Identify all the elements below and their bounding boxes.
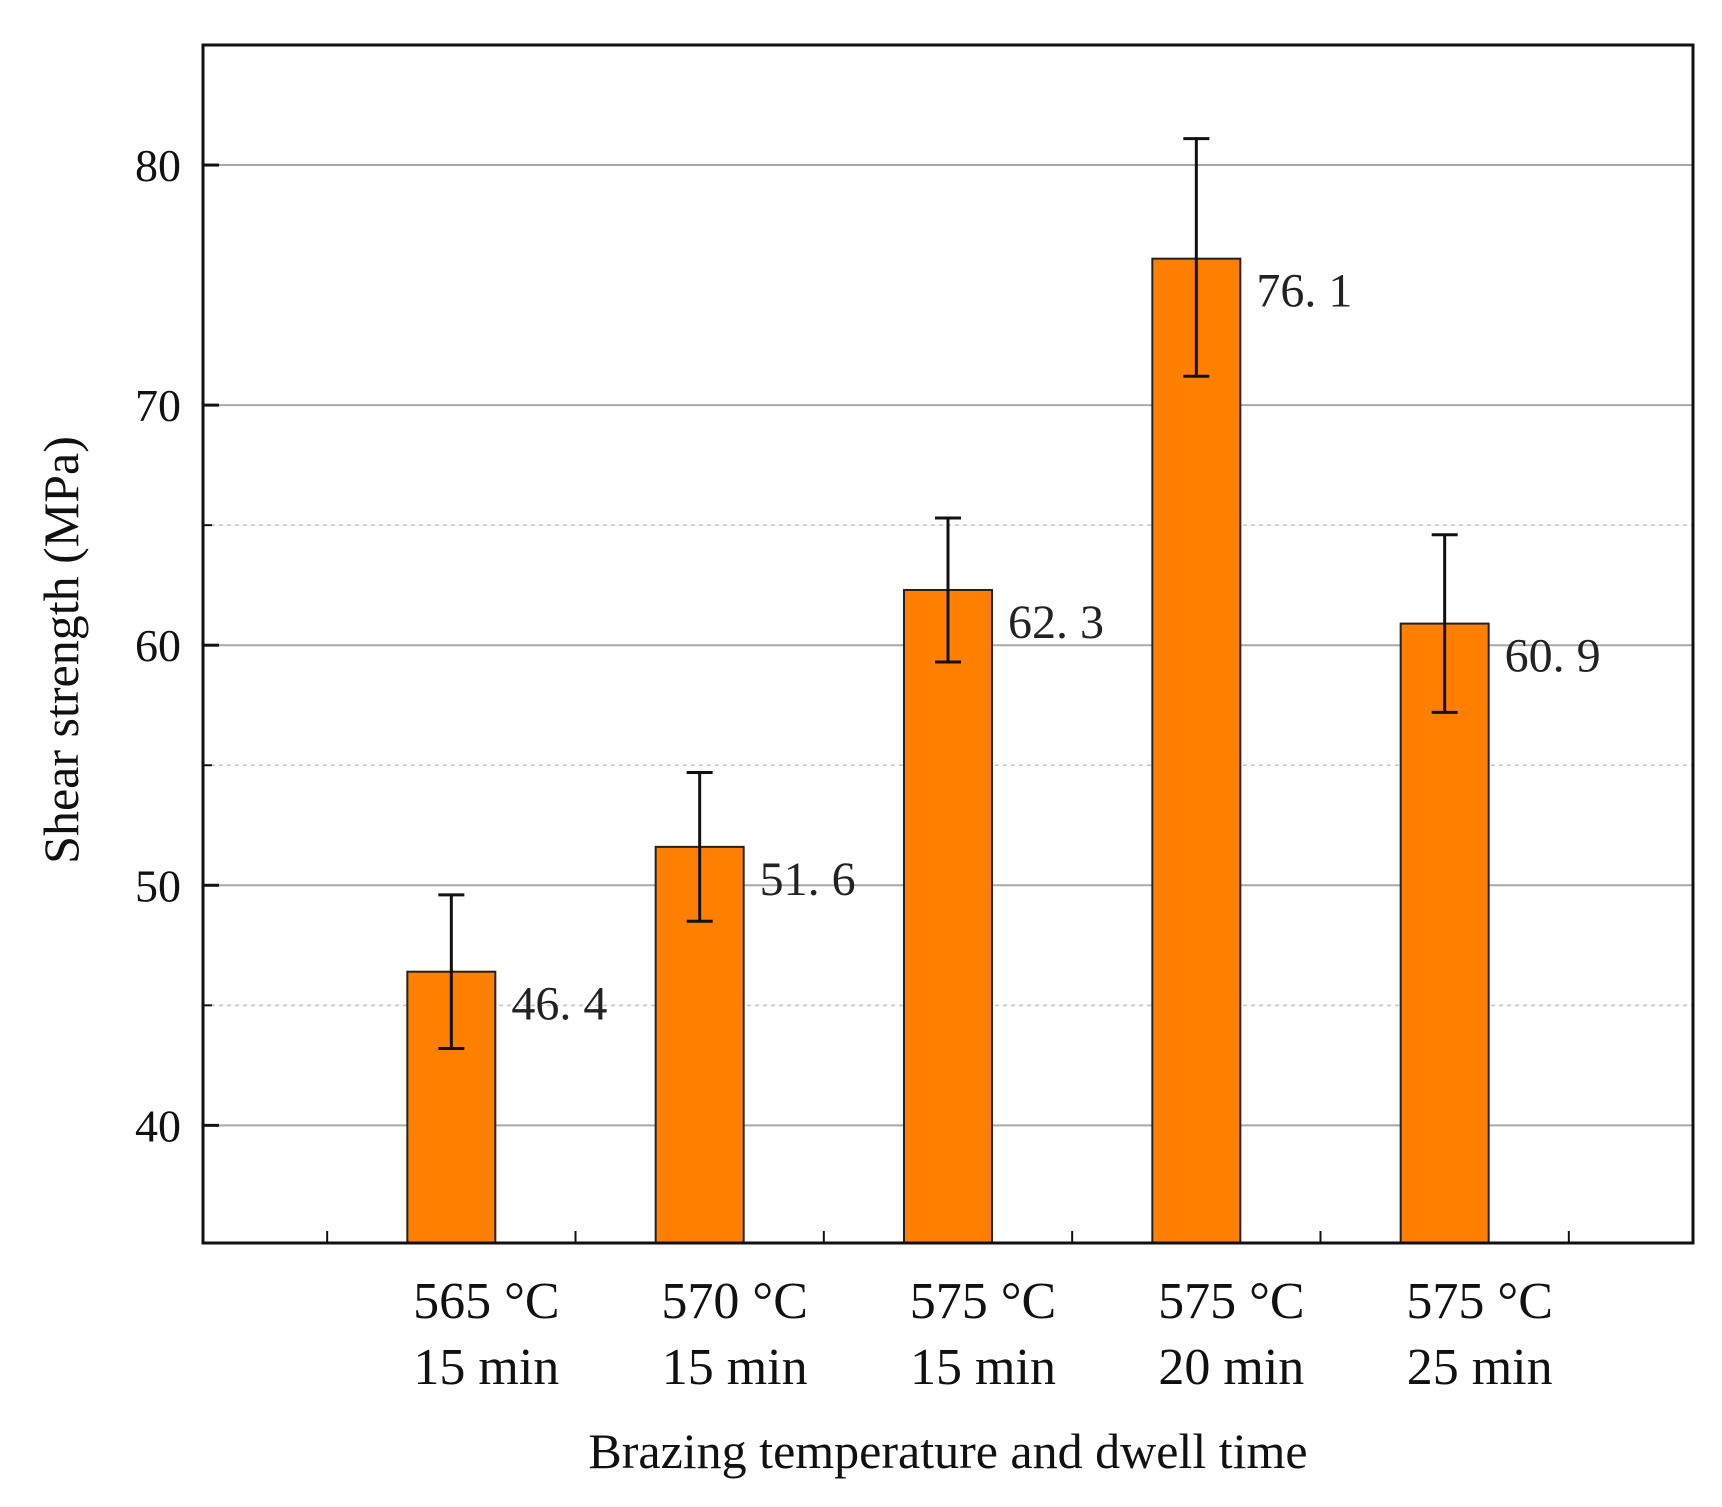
value-label: 46. 4 <box>511 978 607 1031</box>
x-category-label: 575 °C <box>1406 1273 1552 1330</box>
x-category-label: 25 min <box>1407 1339 1553 1396</box>
y-tick-label: 80 <box>135 140 181 191</box>
y-tick-label: 70 <box>135 380 181 431</box>
y-tick-label: 50 <box>135 860 181 911</box>
x-category-label: 575 °C <box>1158 1273 1304 1330</box>
x-category-label: 575 °C <box>910 1273 1056 1330</box>
y-tick-labels: 40 50 60 70 80 <box>135 140 181 1151</box>
x-category-label: 15 min <box>662 1339 808 1396</box>
axis-ticks <box>203 163 1570 1243</box>
y-tick-label: 40 <box>135 1100 181 1151</box>
value-label: 60. 9 <box>1505 630 1601 683</box>
x-category-label: 565 °C <box>413 1273 559 1330</box>
x-category-label: 15 min <box>413 1339 559 1396</box>
bars <box>406 257 1490 1245</box>
x-axis-title: Brazing temperature and dwell time <box>588 1423 1307 1479</box>
x-category-label: 20 min <box>1158 1339 1304 1396</box>
x-category-labels: 565 °C 15 min 570 °C 15 min 575 °C 15 min 575 … <box>413 1273 1553 1396</box>
x-category-label: 570 °C <box>661 1273 807 1330</box>
y-axis-title: Shear strength (MPa) <box>33 436 89 864</box>
data-labels: 46. 4 51. 6 62. 3 76. 1 60. 9 <box>511 265 1600 1031</box>
x-category-label: 15 min <box>910 1339 1056 1396</box>
y-tick-label: 60 <box>135 620 181 671</box>
bar <box>1399 622 1490 1244</box>
value-label: 62. 3 <box>1008 596 1104 649</box>
error-bars <box>438 137 1458 1051</box>
bar <box>903 588 993 1244</box>
value-label: 76. 1 <box>1256 265 1352 318</box>
bar <box>1151 257 1242 1245</box>
value-label: 51. 6 <box>760 853 856 906</box>
